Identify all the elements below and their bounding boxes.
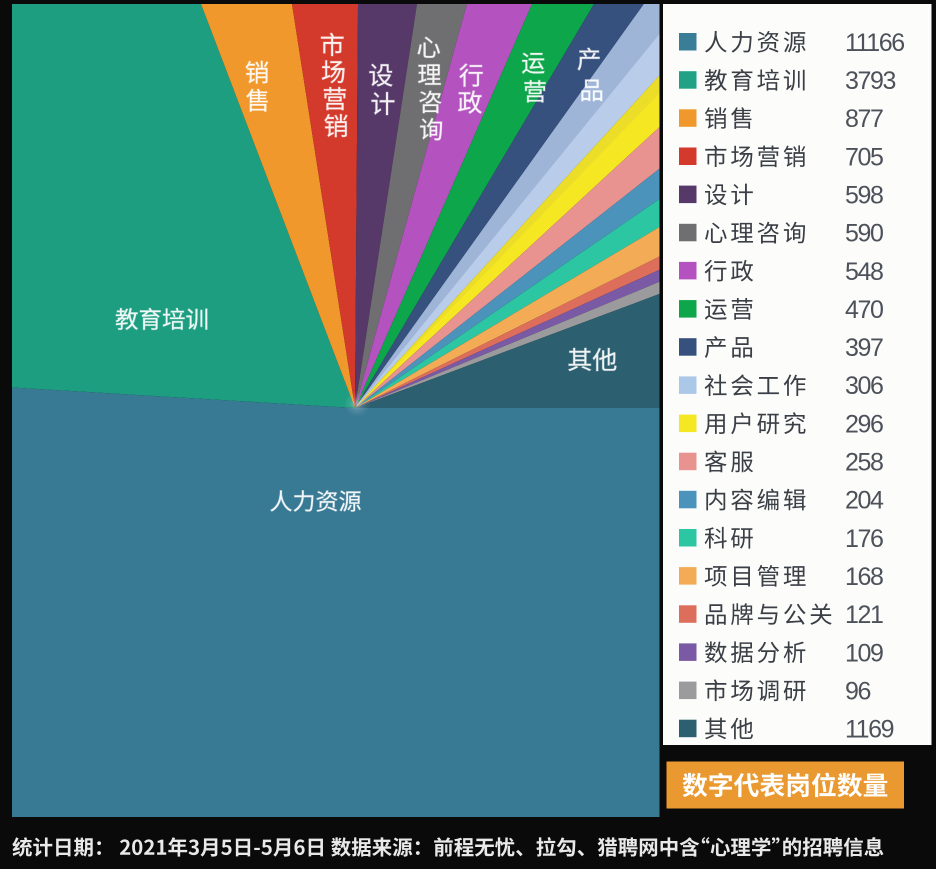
svg-text:598: 598 <box>845 182 883 210</box>
svg-text:3793: 3793 <box>845 67 896 95</box>
svg-text:296: 296 <box>845 410 883 438</box>
svg-text:121: 121 <box>845 601 883 629</box>
svg-text:1169: 1169 <box>845 716 894 744</box>
svg-text:109: 109 <box>845 639 883 667</box>
svg-text:306: 306 <box>845 372 883 400</box>
svg-text:11166: 11166 <box>845 29 904 57</box>
svg-text:470: 470 <box>845 296 883 324</box>
svg-text:204: 204 <box>845 487 884 515</box>
svg-text:168: 168 <box>845 563 883 591</box>
svg-text:877: 877 <box>845 105 883 133</box>
svg-text:590: 590 <box>845 220 883 248</box>
svg-text:548: 548 <box>845 258 883 286</box>
svg-text:96: 96 <box>845 677 871 705</box>
svg-text:176: 176 <box>845 525 883 553</box>
svg-text:397: 397 <box>845 334 883 362</box>
svg-text:705: 705 <box>845 143 883 171</box>
svg-text:258: 258 <box>845 449 883 477</box>
